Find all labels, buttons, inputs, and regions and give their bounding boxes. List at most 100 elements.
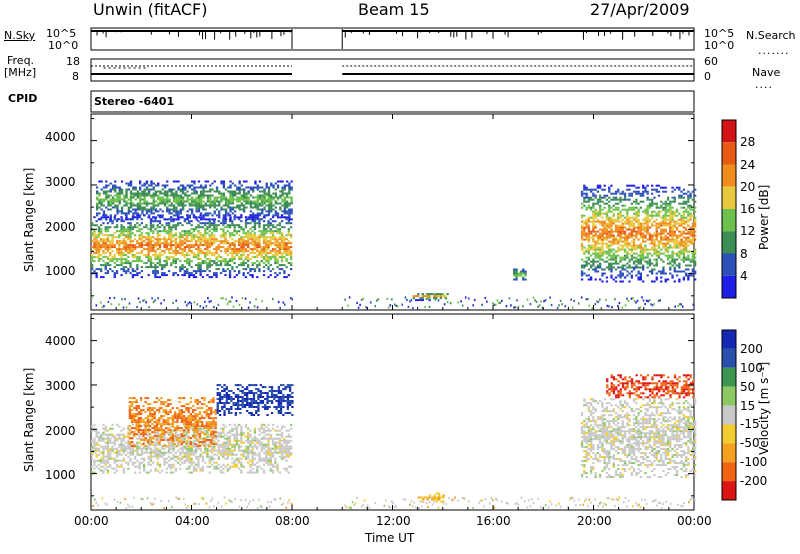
power-cell: [220, 196, 223, 199]
power-cell: [635, 192, 638, 195]
power-cell: [657, 194, 661, 197]
power-cell: [163, 200, 167, 203]
power-cell: [662, 202, 665, 205]
power-cell: [271, 236, 275, 239]
power-cell: [680, 258, 683, 261]
power-cell: [204, 222, 207, 225]
power-cell: [132, 194, 135, 197]
power-cell: [630, 184, 633, 187]
power-cell: [603, 222, 606, 225]
power-cell: [163, 202, 167, 205]
power-near-range-cell: [369, 301, 372, 304]
power-cell: [125, 196, 128, 199]
velocity-cell: [231, 445, 234, 448]
power-cell: [287, 262, 290, 265]
power-cell: [524, 278, 527, 281]
power-cell: [154, 238, 157, 241]
power-cell: [97, 242, 101, 245]
power-cell: [93, 216, 96, 219]
power-cell: [156, 238, 159, 241]
power-cell: [662, 232, 665, 235]
power-cell: [283, 240, 286, 243]
power-cell: [258, 242, 261, 245]
power-cell: [276, 228, 279, 231]
power-near-range-cell: [540, 300, 542, 303]
power-cell: [192, 236, 196, 239]
power-near-range-cell: [559, 299, 562, 302]
power-cell: [247, 198, 250, 201]
power-cell: [206, 262, 209, 265]
power-cell: [587, 248, 590, 251]
power-cell: [585, 188, 588, 191]
power-cell: [646, 214, 649, 217]
power-cell: [592, 264, 595, 267]
velocity-cell: [195, 455, 198, 458]
power-cell: [98, 198, 101, 201]
velocity-cell: [120, 447, 123, 450]
power-cell: [635, 264, 638, 267]
power-cell: [127, 208, 130, 211]
power-cell: [247, 244, 250, 247]
power-cell: [687, 212, 690, 215]
power-cell: [193, 192, 196, 195]
power-cell: [233, 252, 236, 255]
power-cell: [274, 248, 277, 251]
power-cell: [263, 188, 266, 191]
velocity-cell: [127, 433, 130, 436]
power-cell: [680, 270, 683, 273]
power-cell: [206, 194, 210, 197]
power-cell: [678, 254, 681, 257]
power-cell: [623, 242, 627, 245]
power-cell: [240, 254, 243, 257]
velocity-cell: [238, 461, 241, 464]
power-cell: [675, 252, 679, 255]
power-cell: [120, 240, 123, 243]
power-cell: [161, 264, 164, 267]
power-cell: [580, 238, 584, 241]
power-cell: [628, 248, 631, 251]
power-cell: [646, 184, 649, 187]
power-cell: [267, 268, 270, 271]
power-cell: [175, 212, 178, 215]
power-cell: [610, 236, 613, 239]
power-cell: [96, 196, 99, 199]
power-cell: [188, 246, 191, 249]
velocity-cell: [163, 443, 166, 446]
velocity-cell: [145, 449, 148, 452]
power-cell: [195, 270, 198, 273]
power-cell: [136, 190, 139, 193]
power-cell: [653, 258, 656, 261]
power-cell: [179, 240, 182, 243]
power-cell: [190, 250, 193, 253]
power-cell: [262, 274, 266, 277]
power-cell: [599, 184, 602, 187]
power-cell: [261, 198, 264, 201]
velocity-cell: [186, 459, 189, 462]
power-cell: [102, 246, 105, 249]
power-cell: [210, 276, 214, 279]
velocity-cell: [219, 435, 223, 438]
power-cell: [662, 220, 665, 223]
power-cell: [653, 244, 656, 247]
velocity-cell: [226, 453, 229, 456]
power-cell: [265, 256, 268, 259]
power-near-range-cell: [207, 297, 209, 300]
power-cell: [630, 276, 633, 279]
power-cell: [267, 202, 271, 205]
velocity-cell: [122, 457, 125, 460]
power-cell: [118, 200, 121, 203]
power-cell: [601, 236, 604, 239]
power-cell: [614, 276, 618, 279]
power-cell: [163, 186, 167, 189]
power-cell: [206, 180, 210, 183]
power-cell: [222, 198, 225, 201]
velocity-cell: [197, 457, 200, 460]
power-cell: [163, 242, 166, 245]
power-cell: [590, 236, 593, 239]
power-cell: [154, 250, 157, 253]
power-cell: [619, 196, 622, 199]
power-cell: [98, 218, 101, 221]
velocity-cell: [127, 447, 130, 450]
power-cell: [621, 280, 624, 283]
power-cell: [136, 246, 139, 249]
